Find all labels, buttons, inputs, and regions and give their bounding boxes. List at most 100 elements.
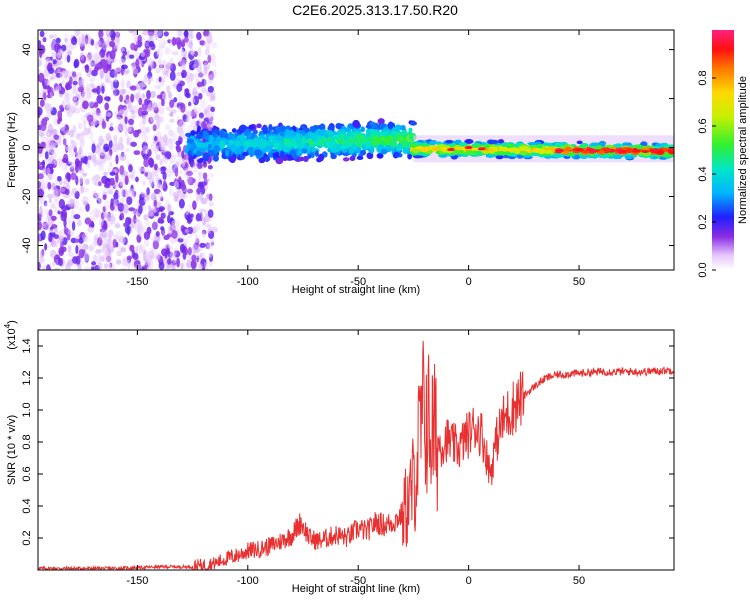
return-blob bbox=[188, 155, 194, 162]
return-blob bbox=[239, 135, 246, 143]
noise-blob bbox=[210, 91, 216, 102]
strong-return-blob bbox=[576, 140, 583, 145]
return-blob bbox=[397, 136, 404, 144]
strong-return-blob bbox=[568, 152, 577, 157]
noise-blob bbox=[68, 129, 75, 138]
noise-blob bbox=[198, 112, 204, 119]
noise-blob bbox=[164, 70, 169, 76]
strong-return-blob bbox=[516, 154, 524, 159]
noise-blob bbox=[114, 207, 118, 212]
return-blob bbox=[297, 130, 306, 135]
return-blob bbox=[311, 147, 316, 153]
noise-blob bbox=[211, 41, 218, 49]
noise-blob bbox=[102, 194, 107, 200]
noise-blob bbox=[125, 216, 131, 227]
noise-blob bbox=[89, 77, 95, 83]
noise-blob bbox=[166, 169, 173, 178]
noise-blob bbox=[71, 71, 77, 78]
noise-blob bbox=[152, 124, 157, 132]
noise-blob bbox=[83, 266, 91, 270]
return-blob bbox=[190, 142, 198, 151]
chart-title: C2E6.2025.313.17.50.R20 bbox=[292, 2, 458, 18]
noise-blob bbox=[51, 87, 57, 92]
x-tick-label: -150 bbox=[126, 276, 148, 288]
strong-return-blob bbox=[574, 147, 584, 152]
noise-blob bbox=[153, 30, 157, 37]
noise-blob bbox=[46, 167, 51, 177]
noise-blob bbox=[140, 51, 145, 58]
noise-blob bbox=[38, 57, 43, 67]
noise-blob bbox=[115, 259, 122, 265]
strong-return-blob bbox=[501, 148, 512, 153]
noise-blob bbox=[67, 184, 71, 190]
return-blob bbox=[264, 156, 271, 162]
return-blob bbox=[269, 130, 275, 137]
x-tick-label: -50 bbox=[350, 575, 366, 587]
peak-core bbox=[641, 149, 650, 153]
noise-blob bbox=[71, 221, 76, 231]
return-blob bbox=[202, 152, 211, 159]
noise-blob bbox=[114, 223, 121, 229]
noise-blob bbox=[98, 135, 104, 146]
noise-blob bbox=[59, 235, 65, 243]
return-blob bbox=[379, 123, 385, 129]
strong-return-blob bbox=[452, 149, 459, 155]
noise-blob bbox=[109, 126, 114, 132]
noise-blob bbox=[63, 53, 68, 62]
noise-blob bbox=[112, 32, 116, 39]
noise-blob bbox=[143, 196, 149, 204]
noise-blob bbox=[187, 204, 193, 213]
noise-blob bbox=[142, 180, 146, 186]
noise-blob bbox=[187, 246, 192, 256]
noise-blob bbox=[108, 186, 114, 194]
noise-blob bbox=[200, 197, 208, 205]
noise-blob bbox=[105, 112, 112, 117]
noise-blob bbox=[88, 210, 96, 215]
noise-blob bbox=[53, 134, 60, 140]
noise-blob bbox=[137, 34, 142, 44]
noise-blob bbox=[42, 266, 47, 270]
strong-return-blob bbox=[662, 147, 669, 153]
strong-return-blob bbox=[420, 146, 429, 152]
strong-return-blob bbox=[554, 148, 563, 154]
return-blob bbox=[304, 142, 310, 149]
noise-blob bbox=[138, 244, 143, 255]
noise-blob bbox=[80, 152, 85, 159]
noise-blob bbox=[104, 72, 111, 83]
noise-blob bbox=[72, 256, 78, 264]
return-blob bbox=[304, 133, 311, 139]
noise-blob bbox=[182, 238, 190, 244]
noise-blob bbox=[122, 50, 128, 56]
noise-blob bbox=[172, 132, 178, 142]
noise-blob bbox=[39, 30, 45, 38]
noise-blob bbox=[149, 76, 154, 82]
return-blob bbox=[387, 121, 393, 130]
noise-blob bbox=[101, 229, 107, 238]
noise-blob bbox=[44, 31, 49, 36]
noise-blob bbox=[128, 164, 133, 173]
return-blob bbox=[402, 147, 408, 154]
noise-blob bbox=[125, 147, 130, 153]
return-blob bbox=[235, 146, 242, 154]
noise-blob bbox=[101, 85, 105, 94]
return-blob bbox=[221, 133, 229, 139]
noise-blob bbox=[46, 109, 52, 119]
noise-blob bbox=[38, 233, 42, 243]
strong-return-blob bbox=[597, 150, 605, 155]
noise-blob bbox=[68, 159, 73, 164]
noise-blob bbox=[70, 162, 75, 170]
noise-blob bbox=[198, 71, 204, 79]
noise-blob bbox=[141, 93, 146, 99]
noise-blob bbox=[113, 192, 119, 201]
noise-blob bbox=[38, 200, 43, 206]
noise-blob bbox=[181, 150, 185, 159]
noise-blob bbox=[188, 30, 194, 36]
noise-blob bbox=[49, 231, 56, 237]
noise-blob bbox=[69, 76, 73, 86]
noise-blob bbox=[98, 117, 103, 126]
noise-blob bbox=[146, 254, 152, 263]
noise-blob bbox=[126, 226, 130, 236]
noise-blob bbox=[180, 49, 185, 57]
noise-blob bbox=[73, 199, 79, 210]
noise-blob bbox=[169, 118, 175, 123]
